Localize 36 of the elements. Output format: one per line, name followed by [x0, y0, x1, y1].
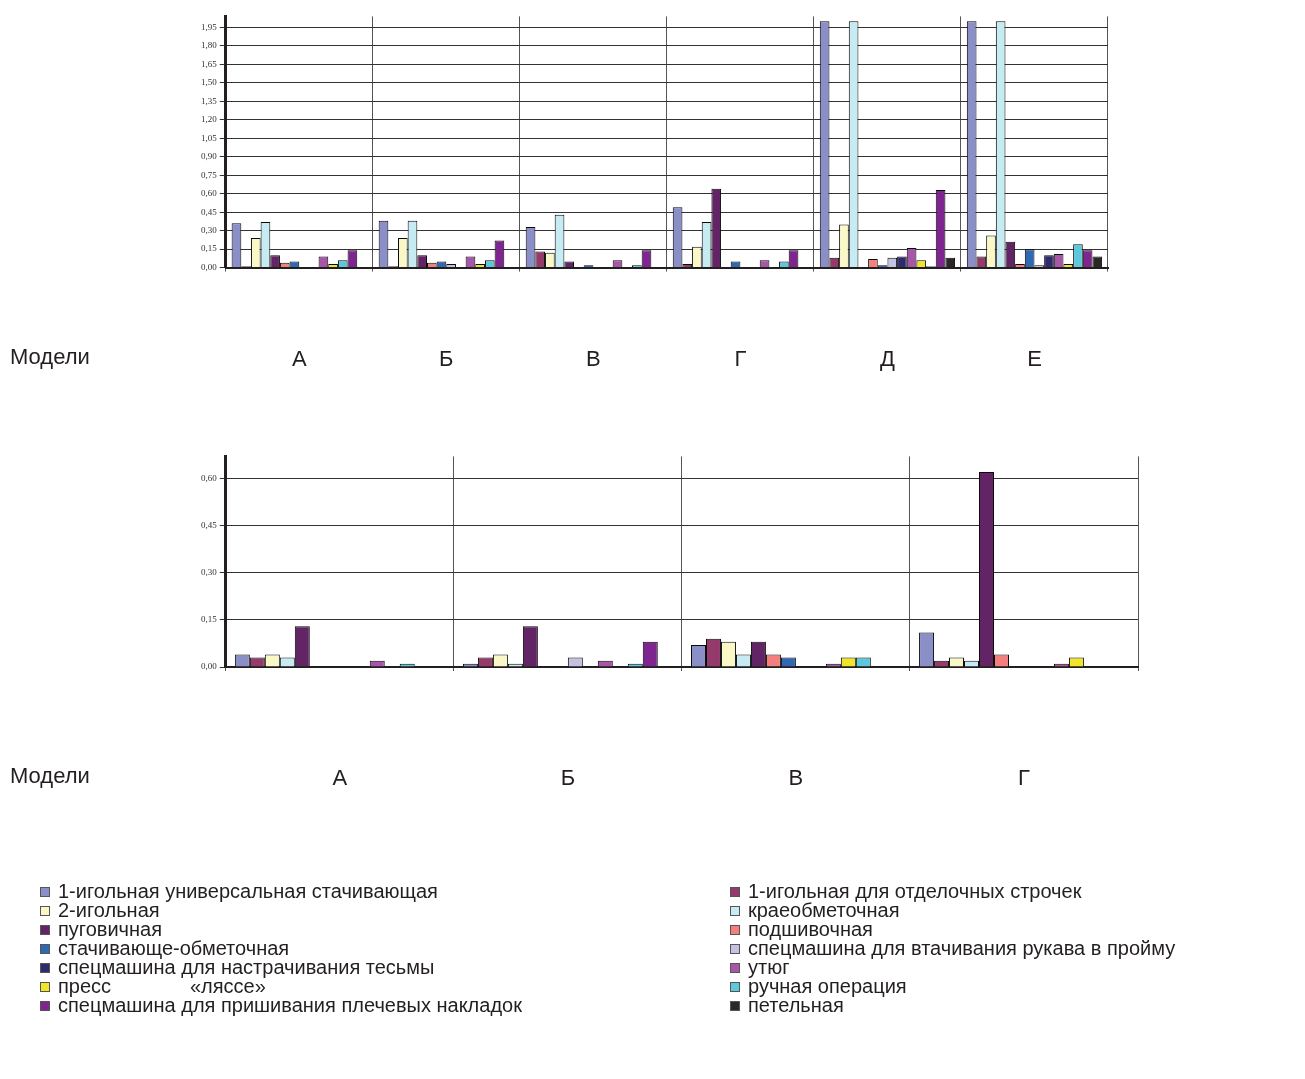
y-tick-label: 0,15	[201, 243, 218, 254]
y-tick-label: 0,00	[201, 661, 218, 672]
y-tick-label: 0,45	[201, 519, 218, 530]
legend-label: 1-игольная для отделочных строчек	[748, 880, 1082, 902]
y-tick-label: 0,00	[201, 261, 218, 272]
legend-label: пуговичная	[58, 918, 163, 940]
x-tick-label: А	[332, 765, 348, 791]
x-tick-label: Д	[879, 345, 895, 371]
y-tick-label: 0,90	[201, 151, 218, 162]
y-tick-label: 1,20	[201, 114, 218, 125]
y-tick-label: 1,50	[201, 77, 218, 88]
y-tick-label: 1,65	[201, 58, 218, 69]
y-tick-label: 0,60	[201, 188, 218, 199]
y-tick-label: 1,80	[201, 40, 218, 51]
x-axis-title: Модели	[10, 763, 90, 789]
x-tick-label: В	[586, 345, 601, 371]
x-tick-label: Б	[439, 345, 454, 371]
x-axis-title: Модели	[10, 343, 90, 369]
y-tick-label: 0,60	[201, 472, 218, 483]
y-tick-label: 0,15	[201, 614, 218, 625]
y-tick-label: 0,75	[201, 169, 218, 180]
y-tick-label: 0,30	[201, 567, 218, 578]
x-tick-label: А	[291, 345, 307, 371]
x-tick-label: Г	[734, 345, 747, 371]
x-tick-label: Г	[1018, 765, 1031, 791]
legend-label: 1-игольная универсальная стачивающая	[58, 880, 438, 902]
legend-label: утюг	[748, 956, 790, 978]
x-tick-label: В	[788, 765, 804, 791]
y-tick-label: 1,05	[201, 132, 218, 143]
x-tick-label: Б	[560, 765, 576, 791]
y-tick-label: 0,30	[201, 225, 218, 236]
y-tick-label: 1,95	[201, 21, 218, 32]
legend-label: 2-игольная	[58, 899, 160, 921]
y-tick-label: 1,35	[201, 95, 218, 106]
y-tick-label: 0,45	[201, 206, 218, 217]
x-tick-label: Е	[1027, 345, 1042, 371]
